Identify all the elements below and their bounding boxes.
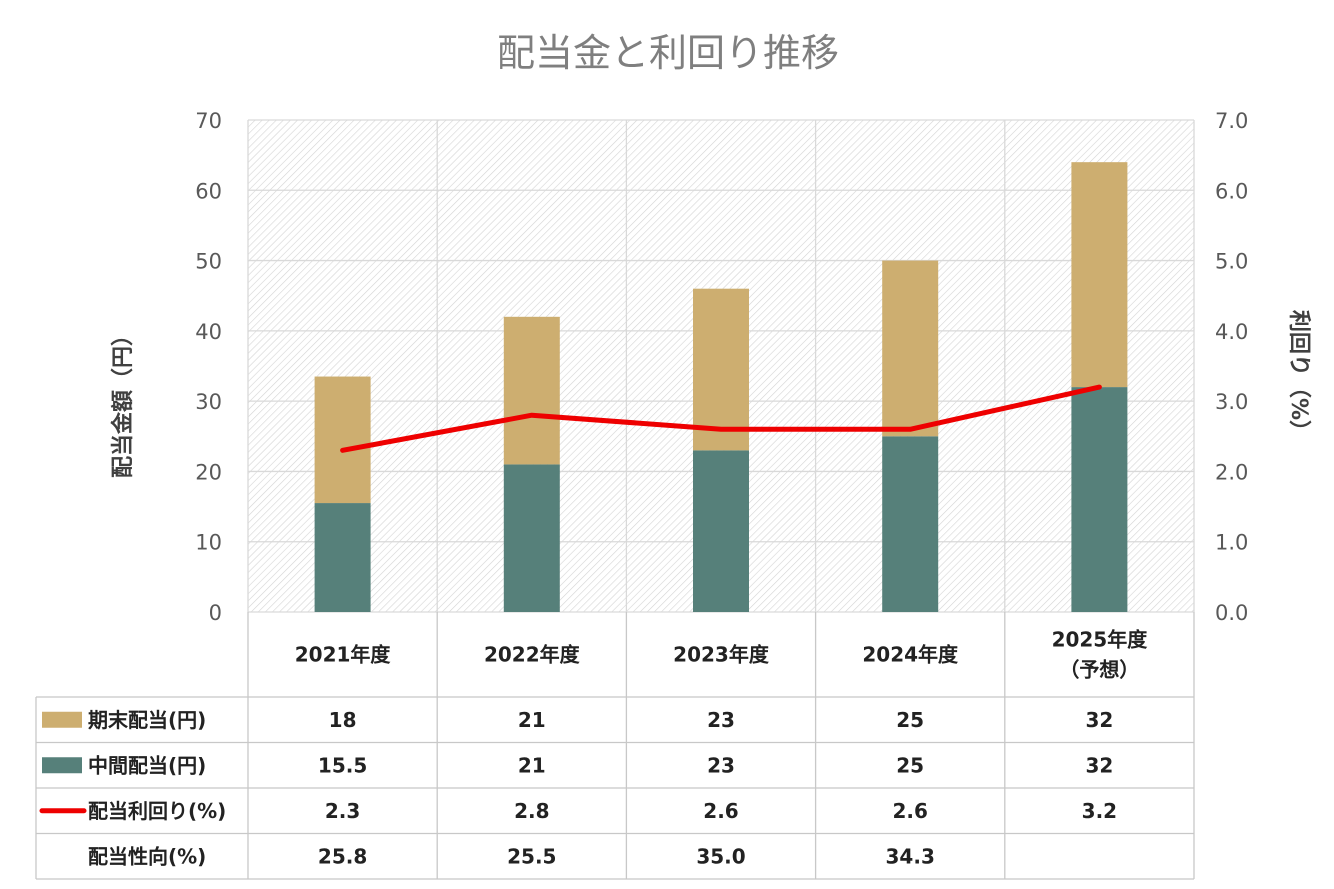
bar-interim: [314, 503, 371, 612]
bar-final: [503, 316, 560, 465]
bar-interim: [882, 436, 939, 612]
table-cell: 23: [707, 708, 735, 732]
table-cell: 21: [518, 753, 546, 777]
y2-tick-label: 0.0: [1215, 601, 1248, 625]
y-tick-label: 30: [195, 390, 222, 414]
table-cell: 2.6: [892, 799, 927, 823]
x-category-label: 2024年度: [862, 643, 959, 667]
y-tick-label: 40: [195, 320, 222, 344]
y2-axis-title: 利回り（%）: [1286, 310, 1311, 442]
table-cell: 25.5: [507, 844, 556, 868]
y2-tick-label: 6.0: [1215, 179, 1248, 203]
y2-tick-label: 5.0: [1215, 250, 1248, 274]
table-cell: 3.2: [1082, 799, 1117, 823]
y-tick-label: 20: [195, 460, 222, 484]
y2-tick-label: 7.0: [1215, 109, 1248, 133]
legend-swatch-ki: [42, 711, 82, 728]
y2-tick-label: 4.0: [1215, 320, 1248, 344]
table-cell: 18: [329, 708, 357, 732]
y-tick-label: 10: [195, 531, 222, 555]
table-cell: 23: [707, 753, 735, 777]
row-label-yield: 配当利回り(%): [88, 799, 226, 823]
table-cell: 21: [518, 708, 546, 732]
row-label-chu: 中間配当(円): [88, 753, 206, 777]
y2-tick-label: 1.0: [1215, 531, 1248, 555]
y2-tick-label: 2.0: [1215, 460, 1248, 484]
legend-swatch-chu: [42, 757, 82, 774]
bar-interim: [503, 464, 560, 612]
x-category-label: （予想）: [1059, 658, 1139, 682]
y-tick-label: 0: [209, 601, 222, 625]
bar-final: [693, 288, 749, 451]
table-cell: 32: [1085, 708, 1113, 732]
row-label-payout: 配当性向(%): [88, 844, 206, 868]
table-cell: 25: [896, 753, 924, 777]
chart-title: 配当金と利回り推移: [497, 31, 839, 75]
table-cell: 15.5: [318, 753, 367, 777]
y-axis-title: 配当金額（円）: [110, 324, 136, 478]
table-cell: 35.0: [696, 844, 745, 868]
table-cell: 25: [896, 708, 924, 732]
table-cell: 34.3: [886, 844, 935, 868]
y-tick-label: 50: [195, 250, 222, 274]
y-tick-label: 60: [195, 179, 222, 203]
x-category-label: 2023年度: [673, 643, 770, 667]
x-category-label: 2025年度: [1052, 628, 1149, 652]
table-cell: 2.3: [325, 799, 360, 823]
table-cell: 32: [1085, 753, 1113, 777]
x-category-label: 2021年度: [295, 643, 392, 667]
y2-tick-label: 3.0: [1215, 390, 1248, 414]
table-cell: 2.8: [514, 799, 549, 823]
x-category-label: 2022年度: [484, 643, 581, 667]
bar-interim: [1071, 387, 1128, 612]
bar-interim: [693, 450, 749, 612]
bar-final: [1071, 162, 1128, 388]
y-tick-label: 70: [195, 109, 222, 133]
bar-final: [882, 260, 939, 437]
table-cell: 2.6: [703, 799, 738, 823]
table-cell: 25.8: [318, 844, 367, 868]
row-label-ki: 期末配当(円): [88, 708, 206, 732]
bar-final: [314, 376, 371, 504]
